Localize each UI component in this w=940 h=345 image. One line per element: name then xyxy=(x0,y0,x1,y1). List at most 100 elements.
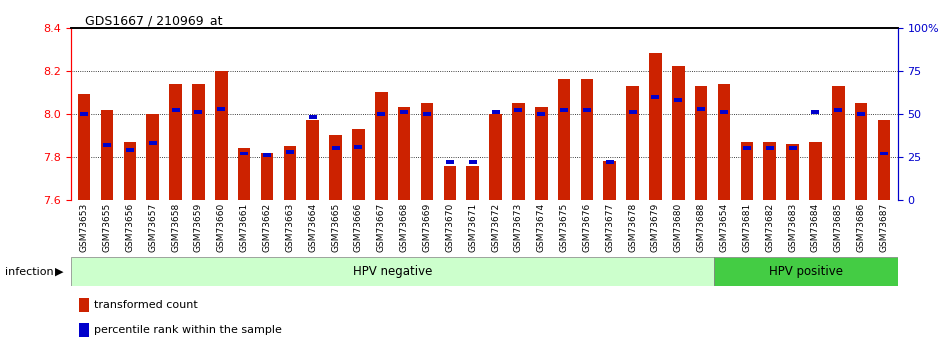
Bar xyxy=(741,142,753,200)
Text: GSM73672: GSM73672 xyxy=(491,203,500,252)
Text: GDS1667 / 210969_at: GDS1667 / 210969_at xyxy=(85,14,222,27)
Text: GSM73667: GSM73667 xyxy=(377,203,385,252)
Bar xyxy=(535,107,547,200)
Bar xyxy=(626,86,639,200)
Bar xyxy=(306,120,319,200)
Text: GSM73674: GSM73674 xyxy=(537,203,546,252)
Text: GSM73660: GSM73660 xyxy=(217,203,226,252)
Text: GSM73680: GSM73680 xyxy=(674,203,682,252)
Text: GSM73662: GSM73662 xyxy=(262,203,272,252)
Text: GSM73688: GSM73688 xyxy=(697,203,706,252)
Bar xyxy=(789,146,796,150)
Bar xyxy=(560,108,568,112)
Text: percentile rank within the sample: percentile rank within the sample xyxy=(94,325,282,335)
Text: HPV negative: HPV negative xyxy=(352,265,431,278)
Bar xyxy=(172,108,180,112)
Text: infection: infection xyxy=(5,267,54,276)
Bar xyxy=(78,95,90,200)
Bar xyxy=(217,107,226,111)
Bar xyxy=(124,142,136,200)
Bar xyxy=(240,151,248,156)
Text: ▶: ▶ xyxy=(55,267,64,276)
Bar xyxy=(354,145,363,149)
Bar xyxy=(695,86,708,200)
Bar xyxy=(809,142,822,200)
Bar xyxy=(126,148,133,152)
Bar xyxy=(605,160,614,164)
Bar xyxy=(583,108,591,112)
Text: GSM73686: GSM73686 xyxy=(856,203,866,252)
Bar xyxy=(878,120,890,200)
Text: GSM73687: GSM73687 xyxy=(880,203,888,252)
Bar xyxy=(743,146,751,150)
Text: GSM73658: GSM73658 xyxy=(171,203,180,252)
Bar xyxy=(720,110,728,114)
Bar xyxy=(101,110,114,200)
Bar xyxy=(786,144,799,200)
Bar xyxy=(308,115,317,119)
Text: GSM73661: GSM73661 xyxy=(240,203,249,252)
Text: GSM73685: GSM73685 xyxy=(834,203,843,252)
Bar xyxy=(352,129,365,200)
Bar xyxy=(492,110,499,114)
Bar xyxy=(284,146,296,200)
Bar xyxy=(650,53,662,200)
Bar xyxy=(581,79,593,200)
Bar xyxy=(763,142,776,200)
Bar xyxy=(286,150,294,154)
Bar xyxy=(149,141,157,145)
Bar xyxy=(697,107,705,111)
Bar xyxy=(398,107,411,200)
Bar xyxy=(423,112,431,116)
Text: GSM73653: GSM73653 xyxy=(80,203,88,252)
Bar xyxy=(603,161,616,200)
Bar xyxy=(238,148,250,200)
Text: GSM73669: GSM73669 xyxy=(422,203,431,252)
Text: GSM73676: GSM73676 xyxy=(583,203,591,252)
Bar xyxy=(469,160,477,164)
Bar xyxy=(421,103,433,200)
Text: GSM73671: GSM73671 xyxy=(468,203,478,252)
Bar xyxy=(514,108,523,112)
Bar xyxy=(651,95,660,99)
Bar xyxy=(444,166,456,200)
Bar xyxy=(103,143,111,147)
Bar xyxy=(512,103,525,200)
Bar xyxy=(192,83,205,200)
Text: GSM73666: GSM73666 xyxy=(354,203,363,252)
Text: GSM73664: GSM73664 xyxy=(308,203,317,252)
Bar xyxy=(169,83,182,200)
Bar xyxy=(70,257,713,286)
Bar xyxy=(672,66,684,200)
Bar xyxy=(857,112,865,116)
Bar xyxy=(80,112,88,116)
Bar xyxy=(713,257,898,286)
Bar xyxy=(880,151,888,156)
Bar xyxy=(854,103,868,200)
Bar xyxy=(147,114,159,200)
Bar xyxy=(195,110,202,114)
Text: GSM73659: GSM73659 xyxy=(194,203,203,252)
Bar xyxy=(466,166,479,200)
Text: transformed count: transformed count xyxy=(94,300,197,310)
Text: GSM73675: GSM73675 xyxy=(559,203,569,252)
Bar xyxy=(79,323,88,337)
Text: GSM73663: GSM73663 xyxy=(286,203,294,252)
Text: GSM73657: GSM73657 xyxy=(149,203,157,252)
Text: GSM73678: GSM73678 xyxy=(628,203,637,252)
Text: GSM73656: GSM73656 xyxy=(125,203,134,252)
Bar xyxy=(263,153,271,157)
Text: GSM73684: GSM73684 xyxy=(811,203,820,252)
Text: GSM73654: GSM73654 xyxy=(719,203,728,252)
Bar xyxy=(260,152,274,200)
Text: GSM73681: GSM73681 xyxy=(743,203,751,252)
Text: HPV positive: HPV positive xyxy=(769,265,843,278)
Bar xyxy=(538,112,545,116)
Text: GSM73673: GSM73673 xyxy=(514,203,523,252)
Bar xyxy=(718,83,730,200)
Text: GSM73670: GSM73670 xyxy=(446,203,454,252)
Bar xyxy=(835,108,842,112)
Bar xyxy=(766,146,774,150)
Text: GSM73677: GSM73677 xyxy=(605,203,614,252)
Bar xyxy=(79,298,88,312)
